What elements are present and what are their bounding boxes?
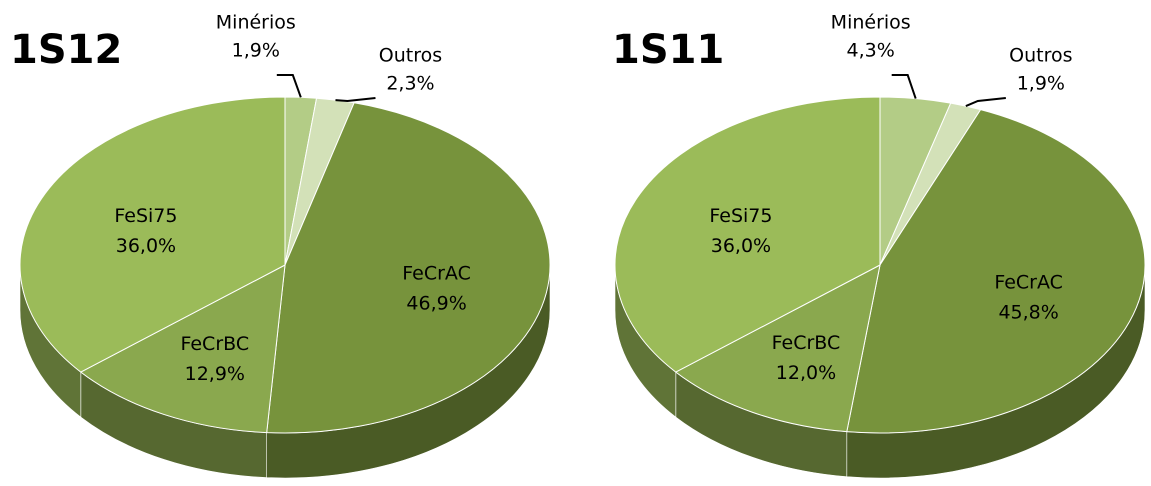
pie-slice bbox=[79, 264, 286, 434]
data-label-name: Minérios bbox=[831, 12, 911, 34]
data-label-name: Outros bbox=[1009, 45, 1072, 67]
leader-line bbox=[335, 97, 376, 103]
data-label-value: 36,0% bbox=[711, 235, 771, 257]
data-label-value: 36,0% bbox=[116, 235, 176, 257]
data-label-value: 12,0% bbox=[776, 362, 836, 384]
leader-line bbox=[276, 74, 302, 98]
leader-line bbox=[965, 97, 1006, 107]
data-label-name: FeSi75 bbox=[709, 205, 772, 227]
data-label-value: 4,3% bbox=[847, 40, 895, 62]
data-label-name: FeSi75 bbox=[114, 205, 177, 227]
pie-slice bbox=[19, 96, 286, 373]
pie-slice bbox=[674, 264, 881, 433]
data-label-value: 1,9% bbox=[1017, 73, 1065, 95]
data-label-name: Outros bbox=[379, 45, 442, 67]
chart-title: 1S11 bbox=[612, 27, 724, 73]
data-label-value: 2,3% bbox=[386, 73, 434, 95]
data-label-name: FeCrAC bbox=[402, 263, 471, 285]
data-label-name: FeCrBC bbox=[180, 333, 249, 355]
data-label-value: 45,8% bbox=[998, 301, 1058, 323]
data-label-name: Minérios bbox=[216, 12, 296, 34]
pie-slice bbox=[614, 96, 881, 373]
chart-title: 1S12 bbox=[10, 27, 122, 73]
pie-slice bbox=[266, 102, 551, 434]
data-label-value: 12,9% bbox=[185, 363, 245, 385]
leader-line bbox=[891, 74, 917, 99]
data-label-name: FeCrAC bbox=[994, 271, 1063, 293]
data-label-value: 1,9% bbox=[232, 40, 280, 62]
pie-slice bbox=[846, 109, 1146, 434]
data-label-name: FeCrBC bbox=[772, 332, 841, 354]
data-label-value: 46,9% bbox=[406, 293, 466, 315]
